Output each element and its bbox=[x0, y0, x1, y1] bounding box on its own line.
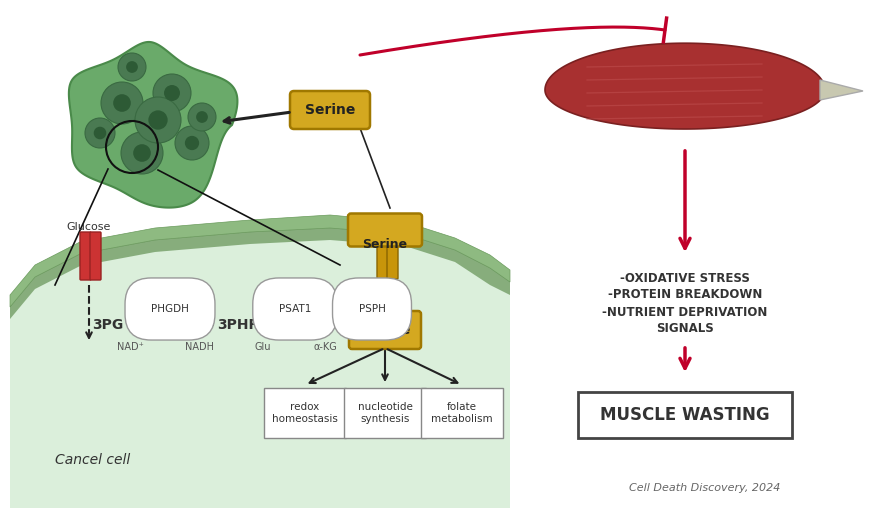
Text: Serine: Serine bbox=[304, 103, 355, 117]
Circle shape bbox=[85, 118, 115, 148]
Text: α-KG: α-KG bbox=[313, 342, 336, 352]
Text: Cell Death Discovery, 2024: Cell Death Discovery, 2024 bbox=[628, 483, 779, 493]
Circle shape bbox=[188, 103, 216, 131]
Text: -PROTEIN BREAKDOWN: -PROTEIN BREAKDOWN bbox=[607, 289, 761, 302]
Text: Serine: Serine bbox=[362, 238, 407, 250]
Text: 3PS: 3PS bbox=[340, 318, 369, 332]
Text: Glucose: Glucose bbox=[67, 222, 111, 232]
Text: PSPH: PSPH bbox=[358, 304, 385, 314]
FancyBboxPatch shape bbox=[421, 388, 502, 438]
Polygon shape bbox=[10, 215, 509, 307]
Polygon shape bbox=[10, 228, 509, 319]
FancyBboxPatch shape bbox=[90, 232, 101, 280]
Circle shape bbox=[113, 94, 130, 112]
FancyBboxPatch shape bbox=[289, 91, 369, 129]
Circle shape bbox=[135, 97, 181, 143]
FancyBboxPatch shape bbox=[263, 388, 346, 438]
Polygon shape bbox=[544, 43, 824, 129]
Circle shape bbox=[118, 53, 146, 81]
Text: MUSCLE WASTING: MUSCLE WASTING bbox=[600, 406, 769, 424]
Circle shape bbox=[184, 136, 199, 150]
Text: PSAT1: PSAT1 bbox=[278, 304, 311, 314]
Circle shape bbox=[121, 132, 163, 174]
Circle shape bbox=[149, 110, 168, 130]
Text: -NUTRIENT DEPRIVATION: -NUTRIENT DEPRIVATION bbox=[601, 305, 766, 319]
Polygon shape bbox=[10, 215, 509, 508]
Polygon shape bbox=[819, 80, 862, 100]
Text: NADH: NADH bbox=[185, 342, 215, 352]
Circle shape bbox=[133, 144, 150, 162]
Circle shape bbox=[164, 85, 180, 101]
Text: nucleotide
synthesis: nucleotide synthesis bbox=[357, 402, 412, 424]
Circle shape bbox=[175, 126, 209, 160]
Circle shape bbox=[101, 82, 143, 124]
Text: NAD⁺: NAD⁺ bbox=[116, 342, 143, 352]
Text: 3PG: 3PG bbox=[92, 318, 123, 332]
FancyBboxPatch shape bbox=[577, 392, 791, 438]
Text: folate
metabolism: folate metabolism bbox=[431, 402, 492, 424]
Circle shape bbox=[126, 61, 137, 73]
Circle shape bbox=[153, 74, 191, 112]
FancyBboxPatch shape bbox=[376, 225, 388, 279]
Polygon shape bbox=[69, 42, 237, 208]
Text: PHGDH: PHGDH bbox=[151, 304, 189, 314]
FancyBboxPatch shape bbox=[387, 225, 397, 279]
FancyBboxPatch shape bbox=[343, 388, 426, 438]
Text: SIGNALS: SIGNALS bbox=[655, 323, 713, 335]
Text: 3PHP: 3PHP bbox=[217, 318, 259, 332]
Circle shape bbox=[94, 126, 106, 139]
Text: Glu: Glu bbox=[255, 342, 271, 352]
FancyBboxPatch shape bbox=[348, 213, 421, 246]
FancyBboxPatch shape bbox=[80, 232, 91, 280]
FancyBboxPatch shape bbox=[348, 311, 421, 349]
Text: -OXIDATIVE STRESS: -OXIDATIVE STRESS bbox=[620, 271, 749, 284]
Text: Serine: Serine bbox=[360, 323, 409, 337]
Text: redox
homeostasis: redox homeostasis bbox=[272, 402, 337, 424]
Circle shape bbox=[196, 111, 208, 123]
Text: Cancel cell: Cancel cell bbox=[55, 453, 130, 467]
